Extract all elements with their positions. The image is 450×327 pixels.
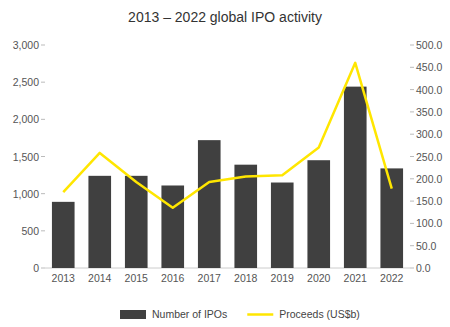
x-tick-label: 2022 (380, 272, 404, 284)
y2-tick (410, 134, 414, 135)
line (63, 63, 392, 208)
y2-tick-label: 0.0 (416, 262, 431, 274)
y2-tick-label: 150.0 (416, 195, 442, 207)
y-tick-label: 1,000 (13, 188, 39, 200)
y2-tick-label: 500.0 (416, 39, 442, 51)
y2-tick (410, 201, 414, 202)
bar (198, 140, 221, 268)
y-tick-label: 2,500 (13, 76, 39, 88)
y2-tick (410, 245, 414, 246)
y2-tick (410, 268, 414, 269)
y2-tick-label: 200.0 (416, 173, 442, 185)
y2-tick-label: 400.0 (416, 84, 442, 96)
legend-label: Proceeds (US$b) (279, 308, 360, 320)
y2-tick-label: 100.0 (416, 217, 442, 229)
y2-tick (410, 178, 414, 179)
y2-tick (410, 223, 414, 224)
chart-svg: 2013 – 2022 global IPO activity 0 500 1,000… (0, 0, 450, 327)
y2-tick (410, 45, 414, 46)
marks (52, 63, 403, 268)
y2-tick-label: 250.0 (416, 151, 442, 163)
y2-tick-label: 350.0 (416, 106, 442, 118)
x-tick-label: 2015 (125, 272, 149, 284)
x-tick-label: 2017 (198, 272, 222, 284)
legend-label: Number of IPOs (152, 308, 227, 320)
y-tick (41, 119, 45, 120)
y-tick (41, 45, 45, 46)
y2-tick-label: 300.0 (416, 128, 442, 140)
y2-tick (410, 89, 414, 90)
bar (380, 168, 403, 268)
legend: Number of IPOs Proceeds (US$b) (120, 308, 360, 320)
bar (271, 183, 294, 268)
chart-root: 2013 – 2022 global IPO activity 0 500 1,000… (0, 0, 450, 327)
x-tick-label: 2019 (271, 272, 295, 284)
legend-swatch (120, 310, 146, 319)
x-tick-label: 2016 (161, 272, 185, 284)
y-tick (41, 268, 45, 269)
bar (307, 160, 330, 268)
y-tick-label: 3,000 (13, 39, 39, 51)
y-tick (41, 82, 45, 83)
y2-tick-label: 450.0 (416, 61, 442, 73)
x-tick-label: 2018 (234, 272, 258, 284)
bar (52, 202, 75, 268)
bar (161, 185, 184, 268)
x-tick-label: 2013 (52, 272, 76, 284)
y-tick (41, 230, 45, 231)
y-tick-label: 500 (21, 225, 39, 237)
x-tick-label: 2014 (88, 272, 112, 284)
x-tick-label: 2021 (344, 272, 368, 284)
y2-tick (410, 156, 414, 157)
y-tick-label: 0 (33, 262, 39, 274)
x-tick-label: 2020 (307, 272, 331, 284)
y-tick (41, 156, 45, 157)
y2-tick-label: 50.0 (416, 240, 437, 252)
chart-title: 2013 – 2022 global IPO activity (128, 9, 322, 25)
bar (88, 176, 111, 268)
bar (234, 165, 257, 268)
y-tick-label: 2,000 (13, 113, 39, 125)
legend-swatch (247, 313, 273, 316)
bar (344, 87, 367, 268)
y2-tick (410, 111, 414, 112)
y-tick-label: 1,500 (13, 151, 39, 163)
bar (125, 176, 148, 268)
y-tick (41, 193, 45, 194)
y2-tick (410, 67, 414, 68)
